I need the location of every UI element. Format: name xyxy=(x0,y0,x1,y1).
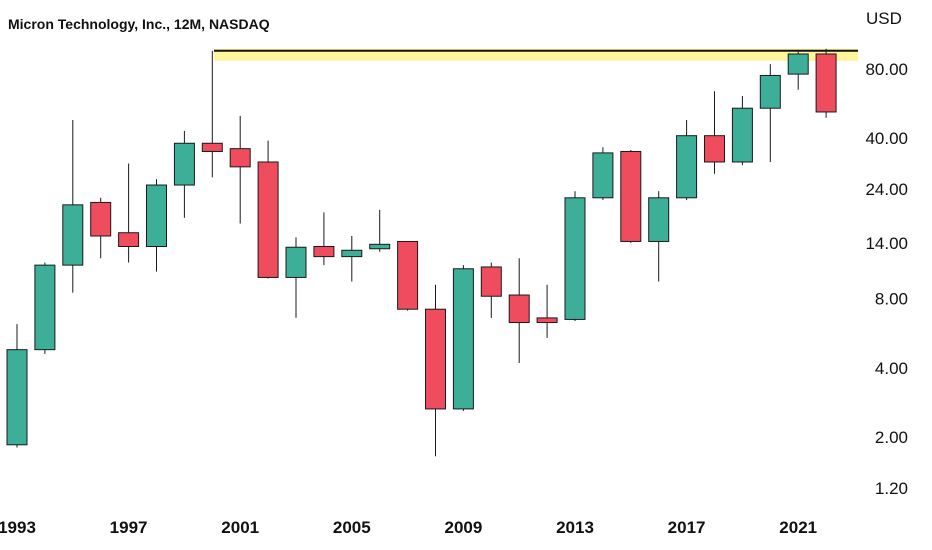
candle xyxy=(480,262,502,318)
candle-body xyxy=(257,161,279,278)
candle-body xyxy=(118,232,140,248)
x-tick-label: 2009 xyxy=(444,518,482,537)
candle-body xyxy=(425,308,446,410)
candle-body xyxy=(564,197,586,320)
candle xyxy=(648,191,670,282)
candle xyxy=(313,212,335,266)
x-tick-label: 2021 xyxy=(779,518,817,537)
candles xyxy=(6,48,837,457)
candle-body xyxy=(341,249,363,258)
candle xyxy=(759,64,781,162)
y-tick-label: 14.00 xyxy=(865,234,908,253)
candle xyxy=(201,50,223,178)
candle xyxy=(90,197,112,259)
resistance-zone xyxy=(214,48,858,61)
candle xyxy=(425,284,446,457)
y-tick-label: 24.00 xyxy=(865,180,908,199)
candle-body xyxy=(146,184,167,248)
y-tick-label: 4.00 xyxy=(875,359,908,378)
candle xyxy=(592,147,614,201)
candle xyxy=(787,49,809,90)
candle xyxy=(620,150,642,243)
candle xyxy=(34,262,56,354)
candle xyxy=(6,324,28,448)
candle-body xyxy=(704,135,725,163)
x-tick-label: 2017 xyxy=(668,518,706,537)
candle xyxy=(397,240,419,311)
y-tick-label: 8.00 xyxy=(875,290,908,309)
candle-body xyxy=(648,197,670,242)
candle xyxy=(285,237,307,318)
candle-body xyxy=(536,317,558,324)
y-tick-label: 40.00 xyxy=(865,129,908,148)
candle xyxy=(173,130,195,218)
candle xyxy=(62,119,84,293)
x-tick-label: 2005 xyxy=(333,518,371,537)
candle-body xyxy=(90,201,112,237)
x-tick-label: 1993 xyxy=(0,518,36,537)
candle-body xyxy=(620,150,642,242)
candle xyxy=(146,179,167,272)
candle xyxy=(731,96,753,166)
candle-body xyxy=(229,148,251,168)
x-tick-label: 2001 xyxy=(221,518,259,537)
candle-body xyxy=(676,135,698,199)
candle xyxy=(704,91,725,174)
candle-body xyxy=(731,107,753,163)
currency-label: USD xyxy=(866,9,902,28)
candle xyxy=(815,48,837,118)
candle xyxy=(508,258,530,363)
candle-body xyxy=(201,142,223,152)
candle-body xyxy=(480,266,502,297)
candle-body xyxy=(452,268,474,410)
candle xyxy=(369,209,391,252)
candle-body xyxy=(592,152,614,199)
candle xyxy=(564,191,586,321)
candle-body xyxy=(787,53,809,75)
candle xyxy=(341,235,363,282)
x-tick-label: 1997 xyxy=(110,518,148,537)
candle-body xyxy=(508,294,530,324)
y-tick-label: 1.20 xyxy=(875,479,908,498)
candle xyxy=(118,163,140,263)
chart-title: Micron Technology, Inc., 12M, NASDAQ xyxy=(8,16,270,32)
candle xyxy=(229,115,251,224)
y-tick-label: 2.00 xyxy=(875,428,908,447)
x-tick-label: 2013 xyxy=(556,518,594,537)
y-axis: 80.00 40.00 24.00 14.00 8.00 4.00 2.00 1.20 xyxy=(865,60,908,498)
candle-body xyxy=(62,204,84,266)
candle-body xyxy=(369,243,391,250)
candle xyxy=(452,265,474,411)
candle-body xyxy=(313,246,335,258)
candle-body xyxy=(759,74,781,109)
candle-body xyxy=(34,264,56,351)
candle-body xyxy=(815,53,837,113)
y-tick-label: 80.00 xyxy=(865,60,908,79)
candle-body xyxy=(397,240,419,310)
candle xyxy=(257,140,279,279)
candle xyxy=(536,284,558,338)
candle-body xyxy=(6,349,28,446)
x-axis: 1993 1997 2001 2005 2009 2013 2017 2021 xyxy=(0,518,817,537)
candle-body xyxy=(285,246,307,278)
candle-body xyxy=(173,142,195,186)
candle xyxy=(676,119,698,201)
